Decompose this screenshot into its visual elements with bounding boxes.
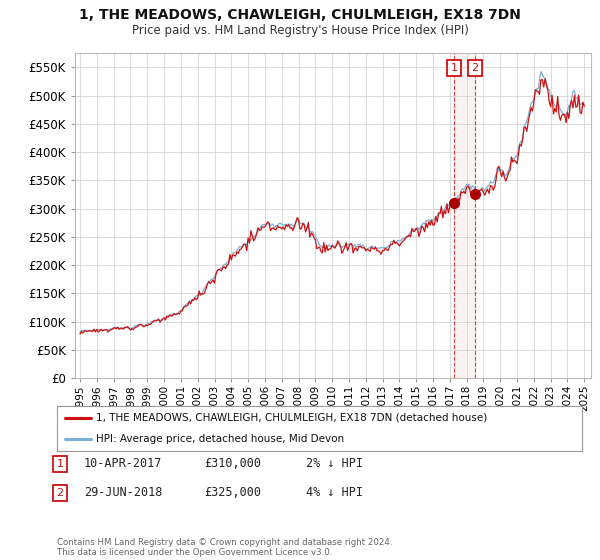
Text: 1: 1 <box>451 63 458 73</box>
Text: 1, THE MEADOWS, CHAWLEIGH, CHULMLEIGH, EX18 7DN (detached house): 1, THE MEADOWS, CHAWLEIGH, CHULMLEIGH, E… <box>97 413 488 423</box>
Text: 1, THE MEADOWS, CHAWLEIGH, CHULMLEIGH, EX18 7DN: 1, THE MEADOWS, CHAWLEIGH, CHULMLEIGH, E… <box>79 8 521 22</box>
Text: 2% ↓ HPI: 2% ↓ HPI <box>306 457 363 470</box>
Text: £310,000: £310,000 <box>204 457 261 470</box>
Text: HPI: Average price, detached house, Mid Devon: HPI: Average price, detached house, Mid … <box>97 434 344 444</box>
Bar <box>454 53 475 378</box>
Text: £325,000: £325,000 <box>204 486 261 500</box>
Text: Price paid vs. HM Land Registry's House Price Index (HPI): Price paid vs. HM Land Registry's House … <box>131 24 469 37</box>
Text: 4% ↓ HPI: 4% ↓ HPI <box>306 486 363 500</box>
Text: 29-JUN-2018: 29-JUN-2018 <box>84 486 163 500</box>
Text: 1: 1 <box>56 459 64 469</box>
Text: 2: 2 <box>56 488 64 498</box>
Text: 2: 2 <box>472 63 479 73</box>
Text: Contains HM Land Registry data © Crown copyright and database right 2024.
This d: Contains HM Land Registry data © Crown c… <box>57 538 392 557</box>
Text: 10-APR-2017: 10-APR-2017 <box>84 457 163 470</box>
